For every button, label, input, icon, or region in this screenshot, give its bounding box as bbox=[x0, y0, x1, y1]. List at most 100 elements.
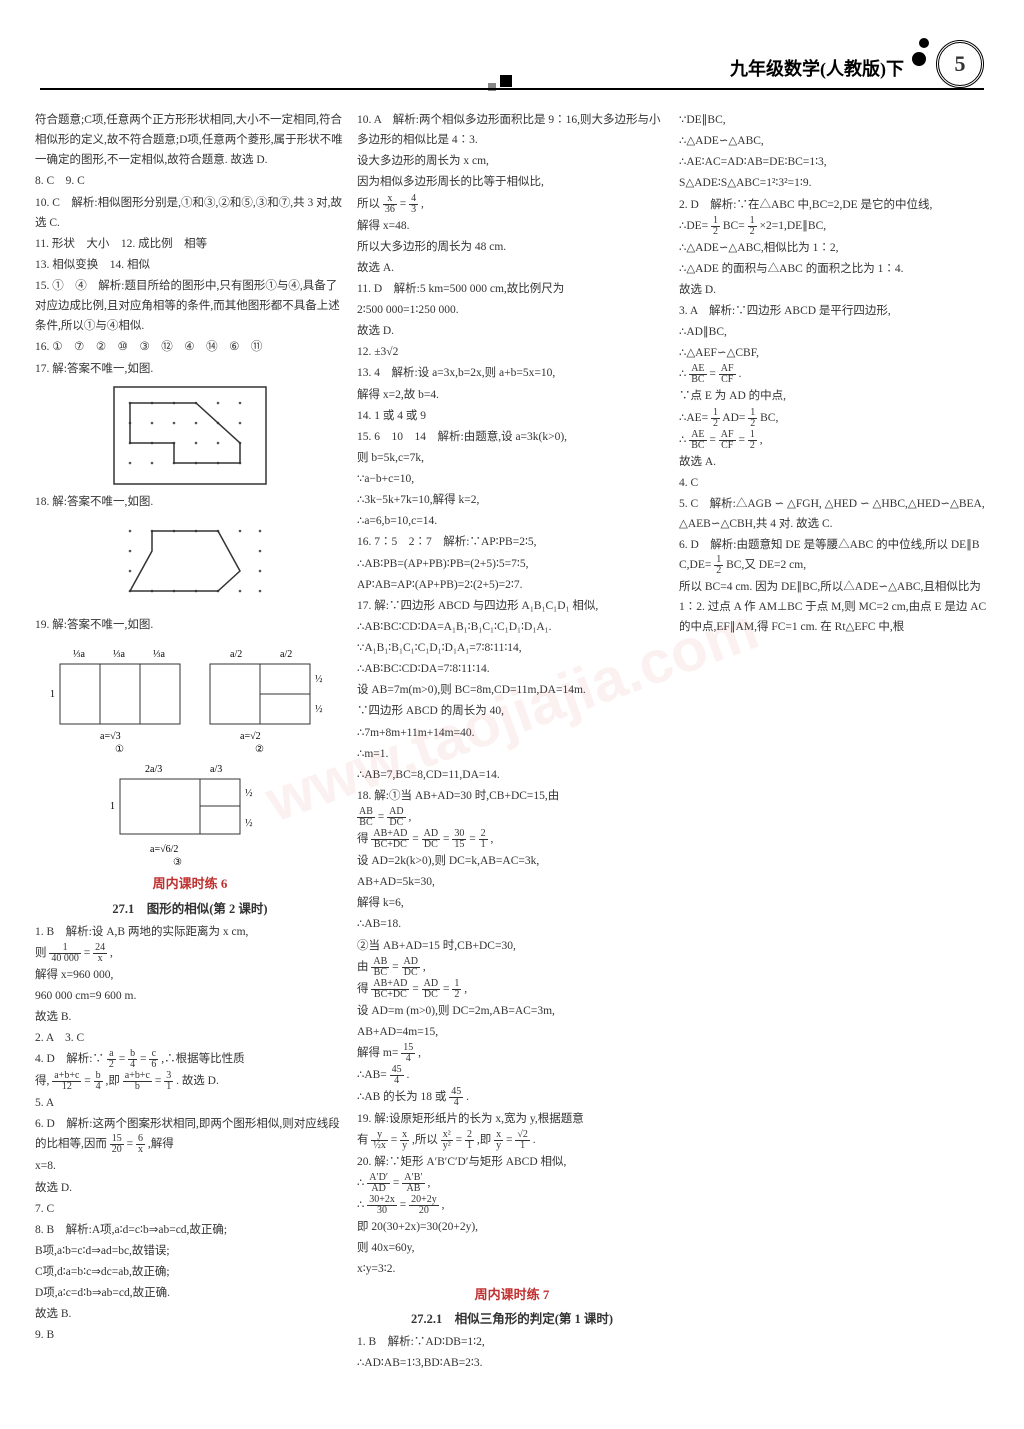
body-text: 15. ① ④ 解析:题目所给的图形中,只有图形①与④,具备了对应边成比例,且对… bbox=[35, 276, 345, 336]
fraction: A′B′AB bbox=[402, 1173, 424, 1194]
fraction: 12 bbox=[711, 408, 720, 429]
body-text: 16. ① ⑦ ② ⑩ ③ ⑫ ④ ⑭ ⑥ ⑪ bbox=[35, 337, 345, 357]
body-text: 得 AB+ADBC+DC = ADDC = 12 , bbox=[357, 979, 667, 1000]
header-underline bbox=[40, 88, 984, 90]
fraction: c6 bbox=[149, 1049, 158, 1070]
body-text: 设 AD=2k(k>0),则 DC=k,AB=AC=3k, bbox=[357, 851, 667, 871]
svg-text:2a/3: 2a/3 bbox=[145, 764, 162, 775]
figure-17 bbox=[110, 383, 270, 488]
body-text: 960 000 cm=9 600 m. bbox=[35, 986, 345, 1006]
text: BC= bbox=[723, 220, 748, 232]
text: , bbox=[442, 1199, 445, 1211]
body-text: ∵DE∥BC, bbox=[679, 110, 989, 130]
text: 得 bbox=[357, 983, 371, 995]
body-text: 13. 相似变换 14. 相似 bbox=[35, 255, 345, 275]
fraction: AB+ADBC+DC bbox=[371, 979, 409, 1000]
text: BC, bbox=[760, 412, 778, 424]
body-text: 设 AD=m (m>0),则 DC=2m,AB=AC=3m, bbox=[357, 1001, 667, 1021]
fraction: xy bbox=[400, 1130, 409, 1151]
svg-text:1: 1 bbox=[110, 801, 115, 812]
svg-text:①: ① bbox=[115, 744, 124, 755]
text: = bbox=[443, 983, 452, 995]
body-text: 所以 BC=4 cm. 因为 DE∥BC,所以△ADE∽△ABC,且相似比为 1… bbox=[679, 577, 989, 637]
body-text: 6. D 解析:由题意知 DE 是等腰△ABC 的中位线,所以 DE∥BC,DE… bbox=[679, 535, 989, 576]
body-text: C项,d∶a=b∶c⇒dc=ab,故正确; bbox=[35, 1262, 345, 1282]
body-text: AB+AD=4m=15, bbox=[357, 1022, 667, 1042]
text: 得 bbox=[357, 833, 371, 845]
body-text: ∴AB∶BC∶CD∶DA=A₁B₁∶B₁C₁∶C₁D₁∶D₁A₁. bbox=[357, 617, 667, 637]
fraction: AB+ADBC+DC bbox=[371, 829, 409, 850]
text: BC,又 DE=2 cm, bbox=[726, 559, 806, 571]
body-text: ∴△AEF∽△CBF, bbox=[679, 343, 989, 363]
svg-text:a=√6/2: a=√6/2 bbox=[150, 844, 178, 855]
fraction: 31 bbox=[164, 1071, 173, 1092]
body-text: ∴ AEBC = AFCF = 12 , bbox=[679, 430, 989, 451]
body-text: 即 20(30+2x)=30(20+2y), bbox=[357, 1217, 667, 1237]
body-text: 10. A 解析:两个相似多边形面积比是 9∶16,则大多边形与小多边形的相似比… bbox=[357, 110, 667, 150]
body-text: ∴AB∶PB=(AP+PB)∶PB=(2+5)∶5=7∶5, bbox=[357, 554, 667, 574]
text: . 故选 D. bbox=[176, 1075, 219, 1087]
body-text: 所以 x36 = 43 , bbox=[357, 194, 667, 215]
body-text: ∴ A′D′AD = A′B′AB , bbox=[357, 1173, 667, 1194]
body-text: 则 140 000 = 24x , bbox=[35, 943, 345, 964]
fraction: 140 000 bbox=[49, 943, 81, 964]
text: ∴ bbox=[679, 369, 689, 381]
body-text: ∴AB∶BC∶CD∶DA=7∶8∶11∶14. bbox=[357, 659, 667, 679]
fraction: 21 bbox=[479, 829, 488, 850]
body-text: 2. D 解析:∵在△ABC 中,BC=2,DE 是它的中位线, bbox=[679, 195, 989, 215]
figure-19: ⅓a⅓a⅓a 1 a=√3 ① a/2a/2 ½½ a=√2 ② 2a/3a/3… bbox=[45, 639, 335, 869]
text: = bbox=[378, 811, 387, 823]
body-text: 17. 解:答案不唯一,如图. bbox=[35, 359, 345, 379]
text: . bbox=[533, 1134, 536, 1146]
body-text: 符合题意;C项,任意两个正方形形状相同,大小不一定相同,符合相似形的定义,故不符… bbox=[35, 110, 345, 170]
body-text: ∴AE= 12 AD= 12 BC, bbox=[679, 408, 989, 429]
page-header: 九年级数学(人教版)下 5 bbox=[0, 0, 1024, 100]
fraction: AFCF bbox=[719, 430, 736, 451]
section-title: 周内课时练 7 bbox=[357, 1284, 667, 1307]
svg-text:1: 1 bbox=[50, 689, 55, 700]
decor-square bbox=[500, 75, 512, 87]
fraction: 12 bbox=[711, 216, 720, 237]
body-text: ∴AB=18. bbox=[357, 914, 667, 934]
text: 6. D 解析:由题意知 DE 是等腰△ABC 的中位线,所以 DE∥BC,DE… bbox=[679, 539, 980, 571]
fraction: 24x bbox=[93, 943, 107, 964]
body-text: ②当 AB+AD=15 时,CB+DC=30, bbox=[357, 936, 667, 956]
fraction: 12 bbox=[714, 555, 723, 576]
fraction: AEBC bbox=[689, 430, 706, 451]
text: = bbox=[84, 1075, 93, 1087]
body-text: 则 40x=60y, bbox=[357, 1238, 667, 1258]
body-text: 故选 A. bbox=[679, 452, 989, 472]
body-text: 得 AB+ADBC+DC = ADDC = 3015 = 21 , bbox=[357, 829, 667, 850]
body-text: 17. 解:∵四边形 ABCD 与四边形 A₁B₁C₁D₁ 相似, bbox=[357, 596, 667, 616]
text: . bbox=[738, 369, 741, 381]
body-text: 20. 解:∵矩形 A′B′C′D′与矩形 ABCD 相似, bbox=[357, 1152, 667, 1172]
body-text: 12. ±3√2 bbox=[357, 342, 667, 362]
text: , bbox=[423, 961, 426, 973]
text: . bbox=[407, 1069, 410, 1081]
body-text: 故选 B. bbox=[35, 1304, 345, 1324]
fraction: ABBC bbox=[357, 807, 375, 828]
body-text: ∵A₁B₁∶B₁C₁∶C₁D₁∶D₁A₁=7∶8∶11∶14, bbox=[357, 638, 667, 658]
body-text: ∵点 E 为 AD 的中点, bbox=[679, 386, 989, 406]
body-text: 18. 解:答案不唯一,如图. bbox=[35, 492, 345, 512]
body-text: ∴AB 的长为 18 或 454 . bbox=[357, 1087, 667, 1108]
svg-text:½: ½ bbox=[245, 788, 253, 799]
text: ∴ bbox=[679, 434, 689, 446]
svg-text:a/3: a/3 bbox=[210, 764, 222, 775]
text: ,所以 bbox=[412, 1134, 441, 1146]
body-text: 19. 解:设原矩形纸片的长为 x,宽为 y,根据题意 bbox=[357, 1109, 667, 1129]
fraction: b4 bbox=[128, 1049, 137, 1070]
body-text: AP∶AB=AP∶(AP+PB)=2∶(2+5)=2∶7. bbox=[357, 575, 667, 595]
body-text: 16. 7∶5 2∶7 解析:∵AP∶PB=2∶5, bbox=[357, 532, 667, 552]
fraction: 43 bbox=[409, 194, 418, 215]
body-text: ∴△ADE∽△ABC, bbox=[679, 131, 989, 151]
fraction: √21 bbox=[515, 1130, 530, 1151]
text: = bbox=[709, 369, 718, 381]
svg-text:a/2: a/2 bbox=[280, 649, 292, 660]
text: = bbox=[391, 1134, 400, 1146]
body-text: 2. A 3. C bbox=[35, 1028, 345, 1048]
body-text: 故选 D. bbox=[35, 1178, 345, 1198]
svg-text:a/2: a/2 bbox=[230, 649, 242, 660]
body-text: ∵四边形 ABCD 的周长为 40, bbox=[357, 701, 667, 721]
body-text: ∴DE= 12 BC= 12 ×2=1,DE∥BC, bbox=[679, 216, 989, 237]
